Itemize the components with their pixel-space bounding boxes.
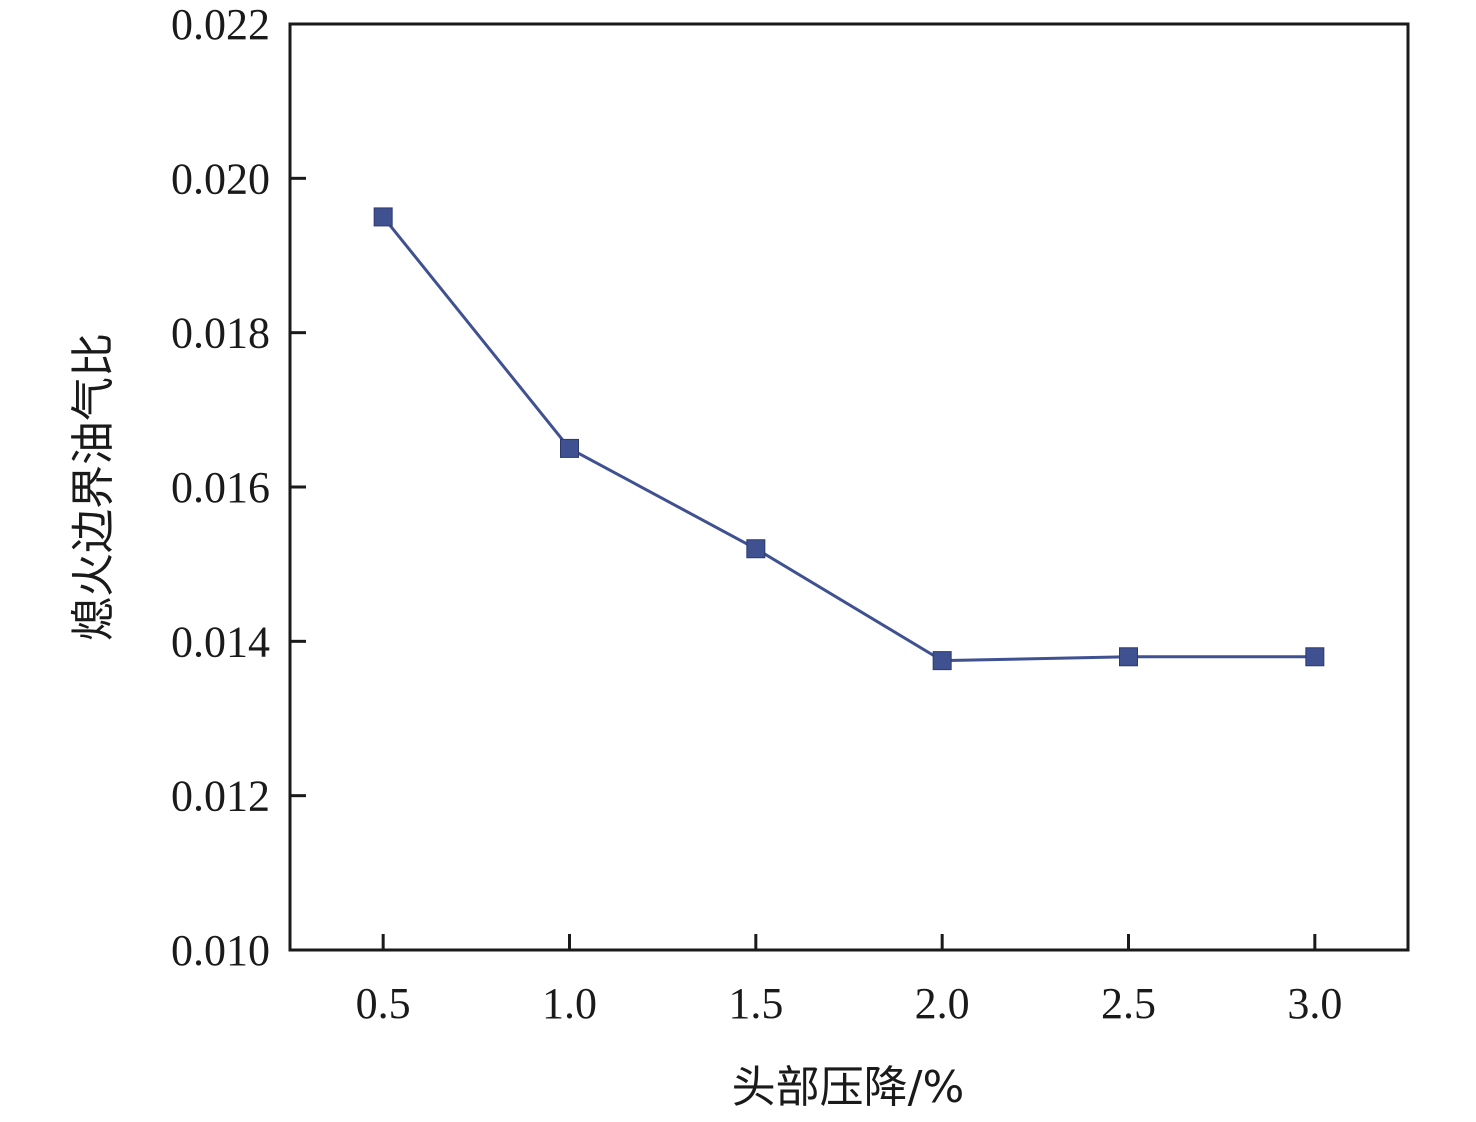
- data-point-marker: [746, 539, 766, 559]
- y-axis-title: 熄火边界油气比: [68, 333, 119, 641]
- x-tick-label: 0.5: [356, 979, 411, 1028]
- y-tick-label: 0.022: [171, 0, 270, 49]
- data-point-marker: [373, 207, 393, 227]
- data-point-marker: [932, 651, 952, 671]
- x-tick-label: 1.0: [542, 979, 597, 1028]
- x-tick-label: 2.0: [915, 979, 970, 1028]
- y-tick-label: 0.018: [171, 309, 270, 358]
- y-tick-label: 0.010: [171, 926, 270, 975]
- y-tick-label: 0.016: [171, 463, 270, 512]
- series-line: [382, 215, 1315, 663]
- y-tick-label: 0.020: [171, 154, 270, 203]
- x-tick-label: 1.5: [728, 979, 783, 1028]
- x-tick-label: 3.0: [1287, 979, 1342, 1028]
- axes: 0.010 0.012 0.014 0.016 0.018 0.020 0.022 0.5 1.…: [171, 0, 1410, 1028]
- series-layer: [373, 207, 1325, 671]
- data-point-marker: [1119, 647, 1138, 667]
- data-point-marker: [560, 438, 579, 458]
- plot-frame: [288, 22, 1410, 952]
- x-axis-title: 头部压降/%: [732, 1062, 965, 1113]
- y-tick-label: 0.012: [171, 772, 270, 821]
- data-point-marker: [1305, 647, 1325, 667]
- x-tick-label: 2.5: [1101, 979, 1156, 1028]
- y-tick-label: 0.014: [171, 617, 270, 666]
